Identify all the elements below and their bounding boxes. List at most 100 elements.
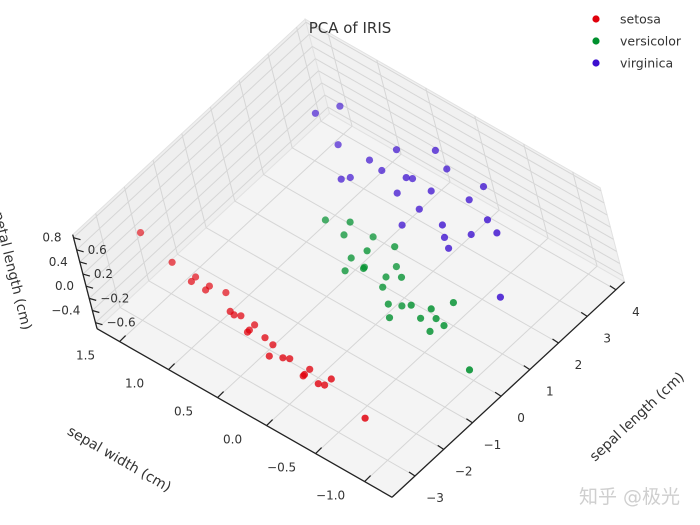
virginica-point	[393, 189, 401, 197]
setosa-point	[192, 273, 200, 281]
virginica-point	[398, 221, 406, 229]
z-tick-label: 0.8	[42, 231, 61, 245]
y-tick-label: 0.5	[174, 405, 193, 419]
legend-label-versicolor: versicolor	[620, 34, 682, 49]
virginica-point	[431, 146, 439, 154]
z-grid-line	[308, 33, 605, 204]
x-tick-label: −1	[484, 438, 502, 452]
z-tick	[73, 237, 81, 241]
z-grid-line	[88, 82, 323, 299]
z-grid-line	[79, 46, 313, 263]
setosa-point	[168, 258, 176, 266]
z-tick-label: −0.4	[51, 304, 80, 318]
legend-marker-setosa	[592, 15, 600, 23]
setosa-point	[361, 414, 369, 422]
y-tick	[364, 475, 372, 483]
chart-title: PCA of IRIS	[309, 19, 392, 37]
axis-lines	[72, 234, 625, 498]
virginica-point	[378, 166, 386, 175]
y-axis-label: sepal width (cm)	[64, 423, 173, 495]
versicolor-point	[398, 302, 406, 310]
versicolor-point	[397, 273, 406, 281]
setosa-point	[205, 282, 213, 290]
z-tick-label: 0.4	[49, 255, 68, 269]
x-tick-label: 4	[632, 305, 640, 319]
x-grid-line	[263, 174, 559, 344]
setosa-point	[187, 277, 195, 286]
virginica-point	[465, 196, 473, 204]
versicolor-point	[363, 247, 371, 255]
versicolor-point	[341, 267, 349, 275]
versicolor-point	[346, 218, 354, 226]
z-grid-line	[92, 94, 326, 311]
setosa-point	[251, 321, 259, 329]
z-grid-line	[321, 82, 617, 252]
z-tick-label: 0.0	[55, 279, 74, 293]
setosa-point	[222, 289, 230, 297]
side-pane	[304, 18, 626, 283]
y-tick-label: −1.0	[316, 489, 345, 503]
versicolor-point	[360, 263, 368, 271]
versicolor-point	[449, 299, 457, 307]
setosa-point	[265, 352, 273, 360]
setosa-point	[327, 375, 335, 383]
versicolor-point	[382, 273, 390, 281]
y-grid-line	[217, 181, 451, 398]
x-tick	[466, 418, 473, 424]
versicolor-point	[340, 231, 348, 239]
x-grid-line	[119, 307, 416, 477]
z-grid-line	[312, 46, 608, 216]
x-grid-line	[177, 253, 473, 424]
virginica-point	[427, 187, 435, 195]
y-tick-label: 0.0	[223, 433, 242, 447]
x-tick	[552, 338, 559, 344]
versicolor-point	[432, 315, 440, 323]
x-grid-line	[320, 120, 617, 291]
virginica-point	[365, 156, 374, 164]
versicolor-point	[427, 305, 435, 313]
x-tick	[609, 285, 617, 291]
virginica-point	[311, 109, 319, 117]
virginica-point	[402, 174, 410, 182]
virginica-point	[479, 183, 488, 191]
virginica-point	[440, 233, 449, 241]
setosa-point	[237, 312, 245, 320]
z-tick	[92, 309, 100, 314]
setosa-point	[261, 334, 269, 342]
grid-lines	[73, 21, 624, 482]
setosa-point	[136, 229, 145, 237]
legend-marker-virginica	[592, 59, 600, 67]
z-grid-line	[95, 106, 329, 324]
x-tick-label: 1	[546, 385, 554, 399]
z-tick	[82, 273, 91, 277]
z-grid-line	[305, 21, 602, 192]
y-grid-line	[315, 237, 549, 454]
y-grid-line	[168, 153, 402, 370]
z-axis-label: petal length (cm)	[0, 210, 34, 332]
legend-label-setosa: setosa	[620, 12, 661, 27]
legend: setosa versicolor virginica	[592, 12, 682, 71]
setosa-point	[286, 355, 294, 363]
y-tick-label: 1.5	[76, 349, 95, 363]
versicolor-point	[440, 322, 448, 330]
virginica-point	[443, 165, 451, 173]
z-tick	[76, 249, 84, 253]
versicolor-point	[426, 327, 434, 335]
virginica-point	[337, 175, 345, 183]
x-tick	[437, 444, 445, 450]
versicolor-point	[391, 243, 399, 251]
z-tick	[79, 261, 87, 265]
setosa-point	[300, 370, 309, 379]
y-tick	[315, 447, 323, 455]
y-grid-line	[119, 125, 353, 342]
y-tick	[119, 335, 127, 343]
z-tick-label: −0.2	[100, 291, 129, 305]
versicolor-point	[407, 301, 415, 309]
axis-panes	[72, 18, 626, 498]
y-tick	[266, 419, 274, 427]
z-tick-label: −0.6	[106, 316, 135, 330]
x-tick-label: 0	[517, 411, 525, 425]
setosa-point	[269, 341, 277, 349]
z-grid-line	[82, 58, 316, 275]
